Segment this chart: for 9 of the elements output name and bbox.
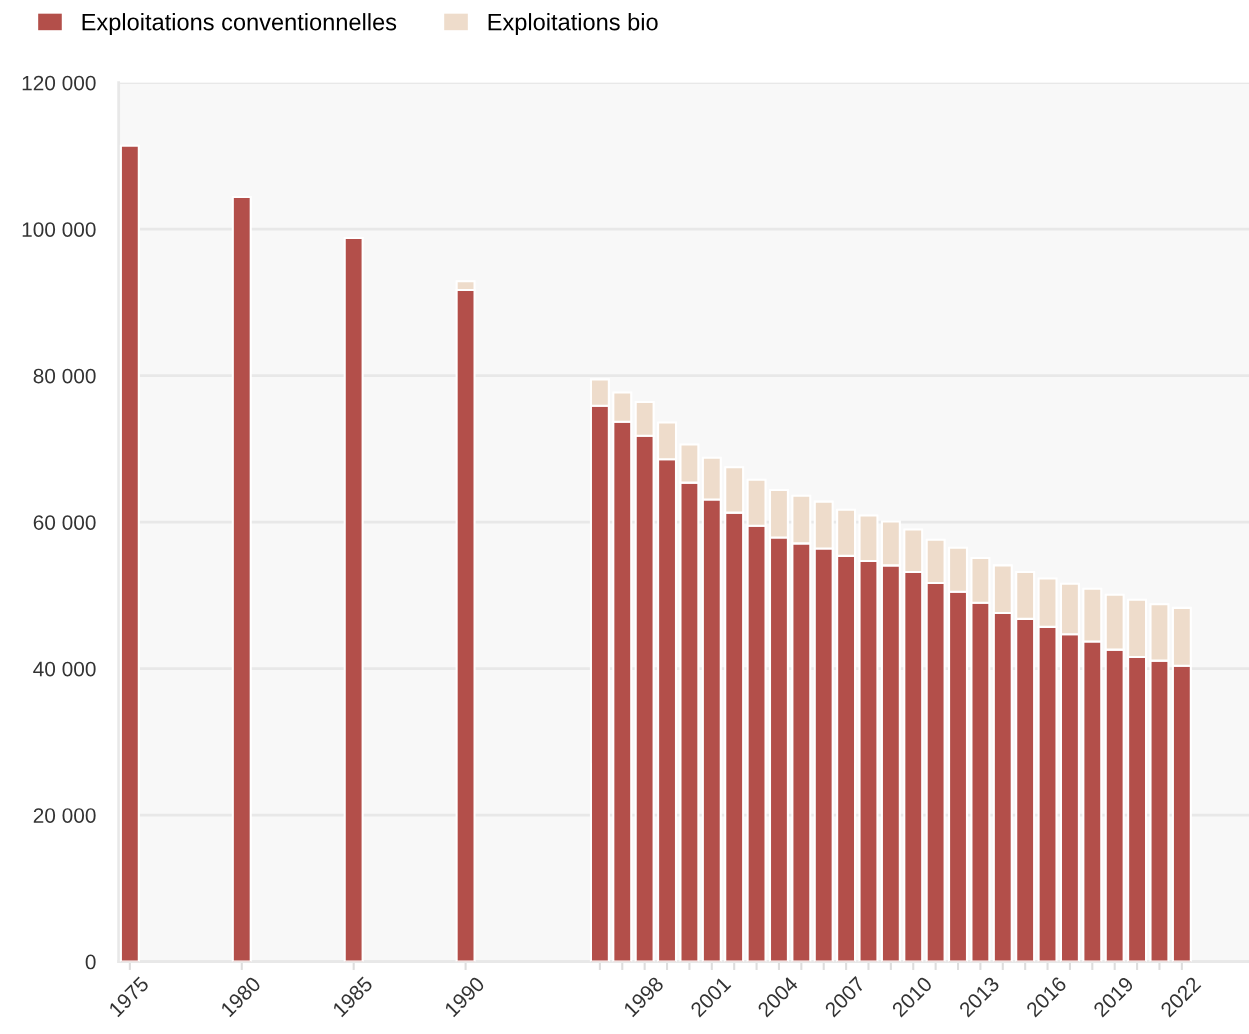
legend-label: Exploitations bio [488, 13, 658, 36]
legend-label: Exploitations conventionnelles [82, 13, 397, 36]
y-tick-label: 40 000 [33, 661, 96, 677]
y-tick-label: 80 000 [33, 368, 96, 384]
y-tick-label: 0 [85, 954, 96, 970]
y-tick-label: 20 000 [33, 808, 96, 823]
y-tick-label: 120 000 [22, 75, 96, 91]
y-tick-label: 100 000 [22, 222, 96, 237]
y-tick-label: 60 000 [33, 515, 96, 530]
